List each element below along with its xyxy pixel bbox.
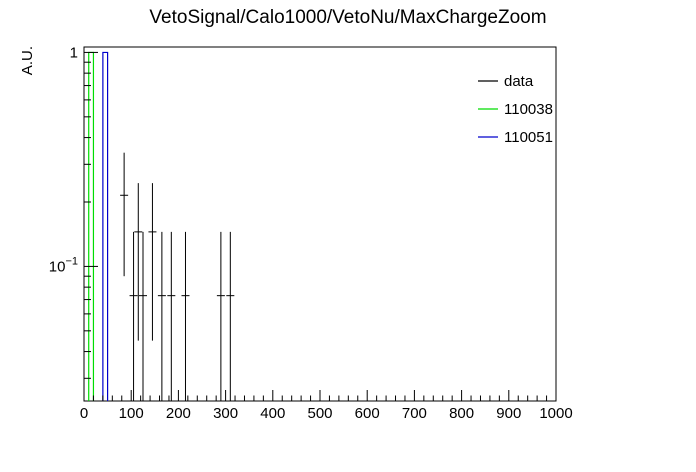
x-tick-label: 0 bbox=[80, 405, 88, 422]
hist-bin-110051 bbox=[102, 51, 109, 401]
data-point bbox=[148, 183, 157, 341]
data-point bbox=[157, 231, 166, 401]
x-tick-label: 500 bbox=[307, 405, 332, 422]
x-tick-label: 800 bbox=[449, 405, 474, 422]
x-tick-label: 200 bbox=[166, 405, 191, 422]
legend-label: data bbox=[504, 73, 534, 90]
legend: data 110038 110051 bbox=[478, 73, 553, 146]
legend-label: 110051 bbox=[504, 129, 553, 146]
hist-bin-110038 bbox=[88, 51, 95, 401]
data-point bbox=[120, 152, 129, 277]
x-tick-label: 100 bbox=[119, 405, 144, 422]
y-axis: 1 10−1 bbox=[49, 44, 98, 379]
plot-frame bbox=[83, 46, 557, 402]
x-tick-label: 400 bbox=[260, 405, 285, 422]
data-point bbox=[139, 231, 147, 401]
data-point bbox=[129, 231, 138, 401]
y-tick-label: 1 bbox=[70, 44, 78, 61]
y-tick-label: 10−1 bbox=[49, 255, 78, 275]
x-tick-label: 700 bbox=[402, 405, 427, 422]
legend-entry: data bbox=[478, 73, 534, 90]
x-axis: 0 100 200 300 400 500 600 700 800 900 1000 bbox=[80, 390, 573, 422]
histogram-layer bbox=[88, 51, 109, 401]
y-axis-label: A.U. bbox=[19, 46, 36, 75]
x-tick-label: 600 bbox=[355, 405, 380, 422]
x-tick-label: 900 bbox=[496, 405, 521, 422]
data-point bbox=[216, 231, 225, 401]
chart-title: VetoSignal/Calo1000/VetoNu/MaxChargeZoom bbox=[149, 7, 546, 28]
x-tick-label: 300 bbox=[213, 405, 238, 422]
legend-label: 110038 bbox=[504, 101, 553, 118]
data-point bbox=[181, 231, 190, 401]
data-point bbox=[226, 231, 235, 401]
data-point bbox=[134, 183, 143, 341]
legend-entry: 110038 bbox=[478, 101, 553, 118]
data-points-layer bbox=[120, 152, 235, 401]
data-point bbox=[167, 231, 176, 401]
legend-entry: 110051 bbox=[478, 129, 553, 146]
x-tick-label: 1000 bbox=[539, 405, 572, 422]
